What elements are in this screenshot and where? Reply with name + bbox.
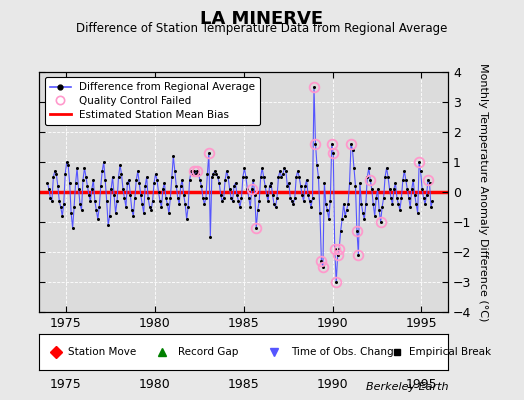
Text: Difference of Station Temperature Data from Regional Average: Difference of Station Temperature Data f… — [77, 22, 447, 35]
Text: 1975: 1975 — [50, 378, 82, 391]
Y-axis label: Monthly Temperature Anomaly Difference (°C): Monthly Temperature Anomaly Difference (… — [478, 63, 488, 321]
Text: Record Gap: Record Gap — [178, 347, 238, 357]
Text: Station Move: Station Move — [68, 347, 136, 357]
Text: 1990: 1990 — [316, 378, 348, 391]
Text: Empirical Break: Empirical Break — [409, 347, 492, 357]
Text: 1995: 1995 — [406, 378, 437, 391]
Text: 1985: 1985 — [228, 378, 259, 391]
Text: LA MINERVE: LA MINERVE — [201, 10, 323, 28]
Text: Berkeley Earth: Berkeley Earth — [366, 382, 448, 392]
Legend: Difference from Regional Average, Quality Control Failed, Estimated Station Mean: Difference from Regional Average, Qualit… — [45, 77, 260, 125]
Text: 1980: 1980 — [139, 378, 171, 391]
Text: Time of Obs. Change: Time of Obs. Change — [291, 347, 400, 357]
